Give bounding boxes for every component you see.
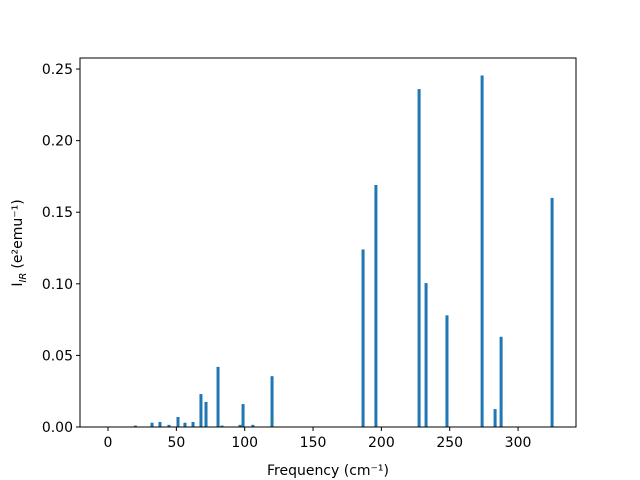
bar bbox=[199, 394, 203, 427]
y-tick-label: 0.10 bbox=[42, 277, 73, 293]
y-tick-label: 0.20 bbox=[42, 134, 73, 150]
y-label-rest: (e²emu⁻¹) bbox=[10, 199, 26, 268]
x-tick-label: 0 bbox=[104, 435, 113, 451]
bar bbox=[241, 404, 245, 427]
x-tick-label: 100 bbox=[231, 435, 258, 451]
y-label-sub: IR bbox=[18, 273, 29, 283]
bar bbox=[251, 424, 255, 427]
x-tick-label: 50 bbox=[167, 435, 185, 451]
bar bbox=[220, 425, 224, 427]
y-label-main: I bbox=[10, 283, 26, 287]
bar bbox=[133, 425, 137, 427]
bar bbox=[493, 409, 497, 427]
bar bbox=[445, 315, 449, 427]
bar bbox=[158, 421, 162, 427]
y-tick-label: 0.15 bbox=[42, 205, 73, 221]
bar bbox=[424, 283, 428, 427]
bar bbox=[499, 336, 503, 427]
bar bbox=[183, 422, 187, 427]
bar bbox=[270, 376, 274, 427]
bar bbox=[361, 249, 365, 427]
bar bbox=[167, 424, 171, 427]
bar bbox=[204, 401, 208, 427]
y-tick-label: 0.00 bbox=[42, 420, 73, 436]
x-tick-label: 200 bbox=[368, 435, 395, 451]
bar bbox=[176, 416, 180, 427]
x-axis-label: Frequency (cm⁻¹) bbox=[267, 463, 389, 479]
bar bbox=[480, 75, 484, 427]
x-tick-label: 150 bbox=[300, 435, 327, 451]
x-tick-label: 250 bbox=[436, 435, 463, 451]
y-tick-label: 0.05 bbox=[42, 348, 73, 364]
bar bbox=[238, 424, 242, 427]
bar bbox=[191, 421, 195, 427]
bar bbox=[374, 185, 378, 427]
plot-frame bbox=[79, 57, 577, 428]
bar bbox=[216, 366, 220, 427]
x-tick-label: 300 bbox=[505, 435, 532, 451]
bar bbox=[417, 89, 421, 427]
bar bbox=[550, 197, 554, 427]
y-axis-label: IIR (e²emu⁻¹) bbox=[10, 199, 29, 286]
y-tick-label: 0.25 bbox=[42, 62, 73, 78]
bar bbox=[150, 422, 154, 427]
